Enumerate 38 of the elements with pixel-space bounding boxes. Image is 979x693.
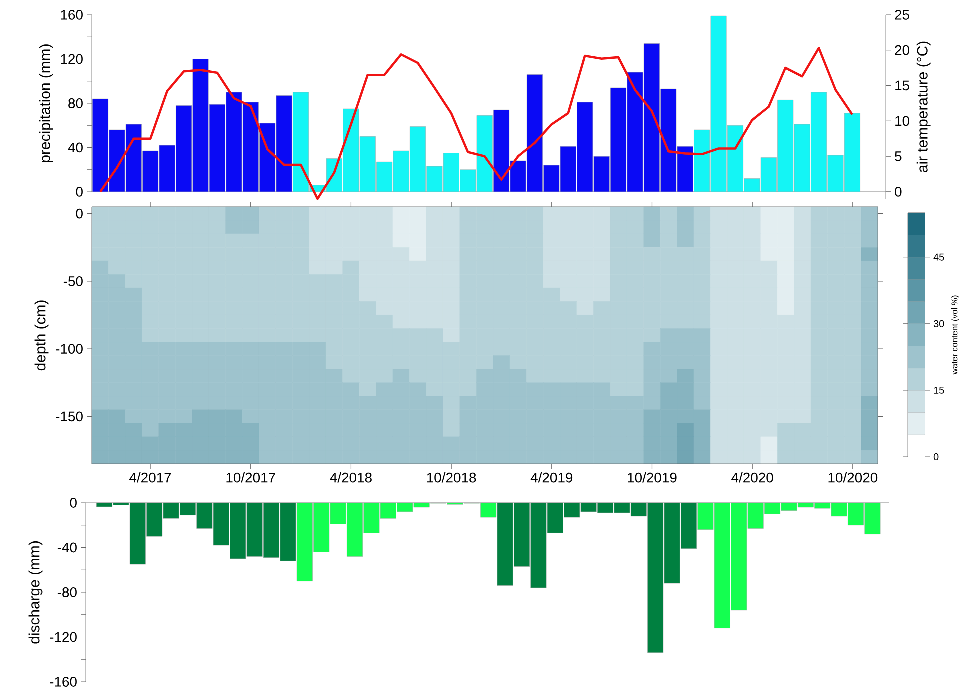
y-tick-label: 0 [76, 187, 83, 197]
x-tick-label: 10/2020 [828, 472, 878, 483]
color-bar-label: 0 [934, 453, 939, 461]
y-tick-label: 40 [68, 142, 83, 153]
y-tick-label: 15 [896, 80, 910, 91]
line-series [99, 47, 854, 200]
x-tick-label: 4/2019 [530, 472, 573, 483]
y-tick-label: -120 [50, 632, 77, 642]
x-tick-label: 10/2018 [427, 472, 476, 483]
y-tick-label: 0 [70, 498, 77, 508]
y-tick-label: 80 [68, 98, 83, 108]
x-tick-label: 10/2019 [628, 472, 677, 483]
x-tick-label: 10/2017 [226, 472, 276, 483]
y-tick-label: -40 [58, 542, 77, 553]
y-tick-label: -150 [56, 412, 83, 422]
color-bar-label: 15 [934, 386, 944, 394]
x-tick-label: 4/2020 [732, 472, 774, 483]
y-tick-label: -80 [58, 588, 77, 598]
y-tick-label: 5 [895, 152, 902, 162]
y-tick-label: -50 [64, 276, 83, 286]
color-bar-label: 45 [934, 254, 944, 261]
color-bar-title: water content (vol %) [951, 296, 960, 375]
y-tick-label: 25 [895, 10, 910, 20]
y-tick-label: 0 [76, 208, 83, 219]
y-tick-label: -100 [56, 344, 83, 354]
y-tick-label: 10 [896, 116, 910, 126]
y-tick-label: -160 [50, 677, 77, 687]
y-tick-label: 120 [61, 54, 83, 64]
y-axis-title: depth (cm) [34, 300, 49, 371]
y-tick-label: 20 [895, 45, 910, 56]
x-tick-label: 4/2017 [130, 472, 172, 483]
color-bar-label: 30 [934, 320, 944, 328]
y-tick-label: 0 [895, 186, 902, 197]
y-axis-title: discharge (mm) [28, 542, 43, 644]
y-axis-title: air temperature (°C) [916, 42, 931, 172]
y-tick-label: 160 [61, 10, 83, 20]
y-axis-title: precipitation (mm) [39, 44, 54, 162]
x-tick-label: 4/2018 [330, 472, 372, 483]
